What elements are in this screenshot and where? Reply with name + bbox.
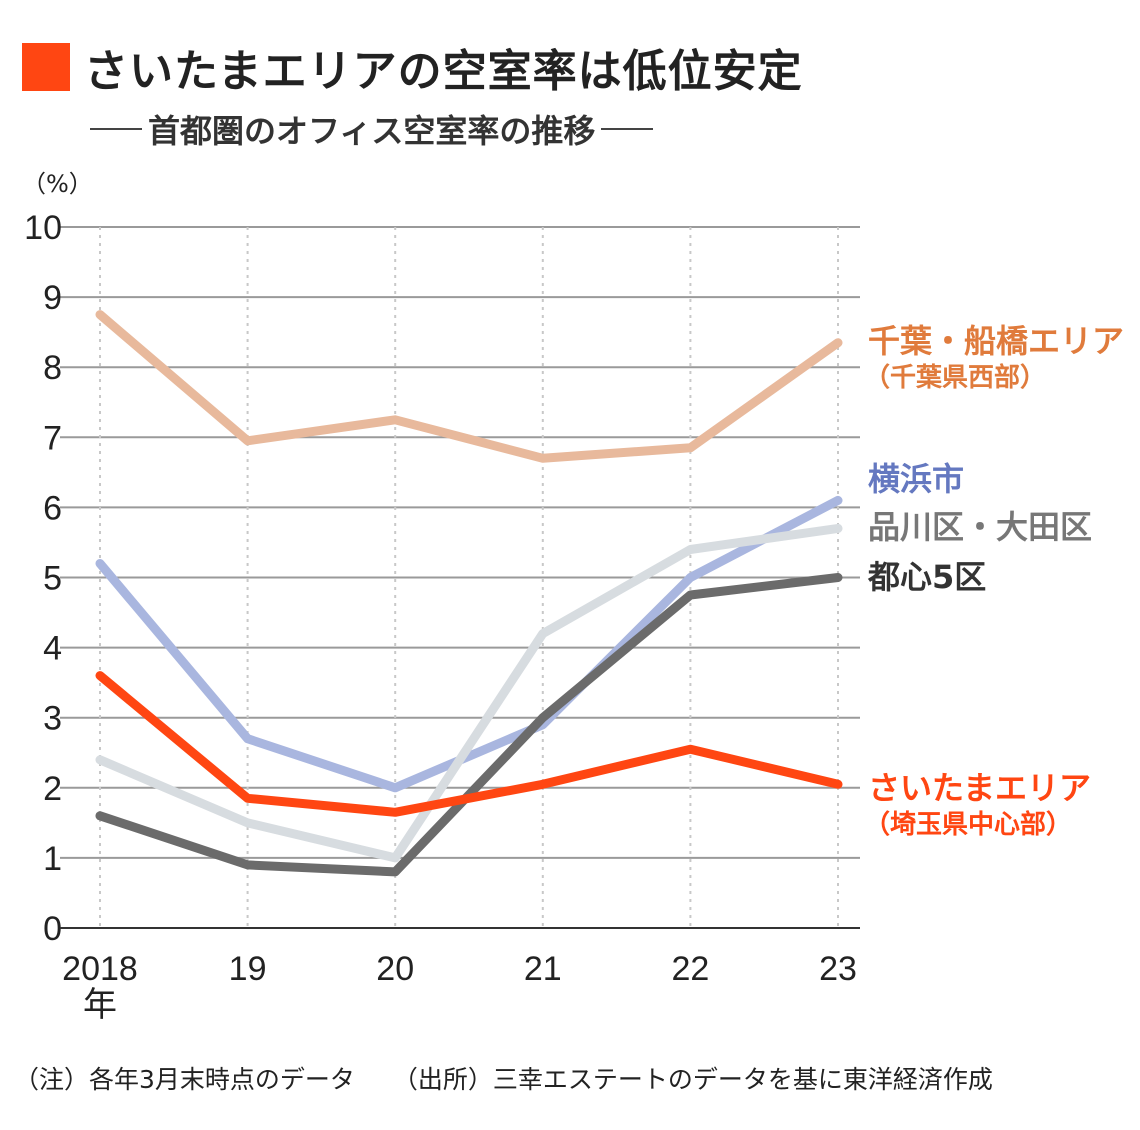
series-label-saitama: さいたまエリア — [868, 769, 1091, 807]
x-tick-suffix: 年 — [83, 986, 117, 1024]
y-tick-label: 10 — [24, 209, 62, 247]
series-sublabel-saitama: （埼玉県中心部） — [864, 810, 1072, 840]
grid-layer — [60, 226, 860, 928]
footer: （注）各年3月末時点のデータ （出所）三幸エステートのデータを基に東洋経済作成 — [14, 1060, 993, 1096]
x-tick-label: 21 — [524, 950, 562, 988]
chart-title: さいたまエリアの空室率は低位安定 — [84, 46, 803, 97]
y-tick-label: 3 — [43, 700, 62, 738]
series-label-yokohama: 横浜市 — [868, 460, 964, 498]
x-tick-label: 19 — [229, 950, 267, 988]
series-line-shinagawa — [95, 523, 843, 863]
y-tick-label: 1 — [43, 840, 62, 878]
x-tick-label: 2018 — [62, 950, 138, 988]
y-tick-label: 9 — [43, 279, 62, 317]
y-tick-label: 0 — [43, 910, 62, 948]
series-line-chiba — [95, 310, 843, 463]
y-tick-label: 8 — [43, 349, 62, 387]
title-block: さいたまエリアの空室率は低位安定 — [22, 40, 803, 97]
x-tick-label: 22 — [671, 950, 709, 988]
subtitle-text: 首都圏のオフィス空室率の推移 — [148, 112, 596, 150]
title-marker — [22, 43, 70, 91]
series-line-toshin — [95, 573, 843, 877]
y-tick-label: 5 — [43, 560, 62, 598]
footer-note: （注）各年3月末時点のデータ — [14, 1065, 355, 1094]
series-line-saitama — [95, 671, 843, 817]
chart-subtitle: 首都圏のオフィス空室率の推移 — [84, 106, 659, 152]
y-tick-label: 2 — [43, 770, 62, 808]
y-tick-label: 6 — [43, 489, 62, 527]
y-tick-label: 7 — [43, 419, 62, 457]
y-tick-label: 4 — [43, 630, 62, 668]
series-sublabel-chiba: （千葉県西部） — [864, 363, 1046, 393]
series-label-layer: 千葉・船橋エリア（千葉県西部） 横浜市品川区・大田区都心5区さいたまエリア（埼玉県… — [864, 322, 1124, 840]
x-tick-label: 20 — [376, 950, 414, 988]
subtitle-dash-left — [90, 128, 142, 130]
series-layer — [95, 310, 843, 877]
series-label-toshin: 都心5区 — [867, 558, 986, 596]
y-axis-unit: （%） — [22, 170, 93, 198]
subtitle-dash-right — [601, 128, 654, 130]
series-line-yokohama — [95, 495, 843, 793]
series-label-chiba: 千葉・船橋エリア — [868, 322, 1124, 360]
footer-source: （出所）三幸エステートのデータを基に東洋経済作成 — [392, 1065, 993, 1094]
series-label-shinagawa: 品川区・大田区 — [868, 508, 1092, 546]
x-tick-label: 23 — [819, 950, 857, 988]
